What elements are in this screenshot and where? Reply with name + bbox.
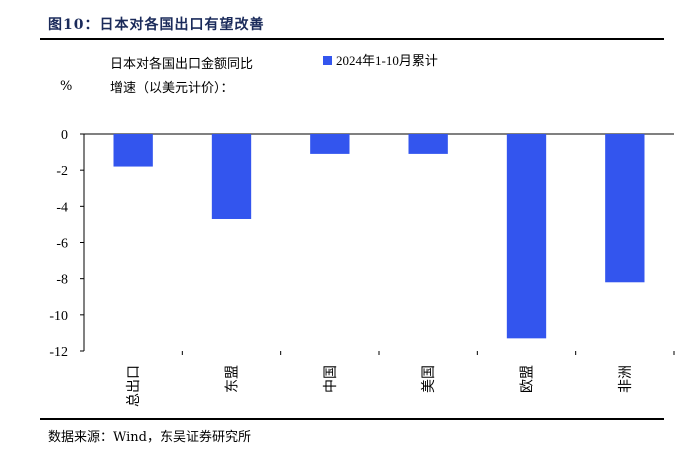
y-tick-label: -12 [49, 345, 68, 360]
bar-5 [506, 134, 547, 339]
y-tick-label: -10 [49, 309, 68, 324]
y-tick-label: -6 [56, 237, 68, 252]
y-tick-label: -2 [56, 164, 68, 179]
y-tick-label: -4 [56, 200, 68, 215]
y-tick-label: 0 [61, 128, 68, 143]
bar-3 [310, 134, 350, 154]
category-label: 美国 [421, 365, 437, 393]
y-axis-unit: % [60, 79, 72, 94]
category-labels: 总出口 东盟 中国 美国 欧盟 非洲 [126, 365, 634, 407]
source-note: 数据来源：Wind，东吴证券研究所 [48, 430, 251, 445]
category-label: 中国 [323, 365, 339, 393]
category-label: 总出口 [126, 365, 142, 407]
top-rule [40, 38, 664, 40]
bar-1 [113, 134, 153, 167]
category-label: 欧盟 [520, 365, 536, 393]
chart-title-block: 日本对各国出口金额同比 增速（以美元计价）： % [60, 56, 253, 96]
bar-4 [408, 134, 448, 154]
axes [83, 133, 675, 355]
chart-title-line-2: 增速（以美元计价）： [110, 81, 234, 96]
legend-label: 2024年1-10月累计 [336, 53, 438, 68]
category-label: 东盟 [225, 365, 241, 393]
bars [113, 134, 645, 339]
legend: 2024年1-10月累计 [323, 53, 438, 68]
figure-title: 图10：日本对各国出口有望改善 [48, 17, 265, 33]
bottom-rule [40, 418, 664, 420]
bar-2 [211, 134, 252, 219]
chart-title-line-1: 日本对各国出口金额同比 [110, 56, 253, 72]
bar-6 [605, 134, 645, 283]
y-ticks: 0 -2 -4 -6 -8 -10 -12 [49, 128, 84, 360]
category-label: 非洲 [618, 365, 634, 393]
y-tick-label: -8 [56, 273, 68, 288]
legend-swatch [323, 56, 332, 65]
